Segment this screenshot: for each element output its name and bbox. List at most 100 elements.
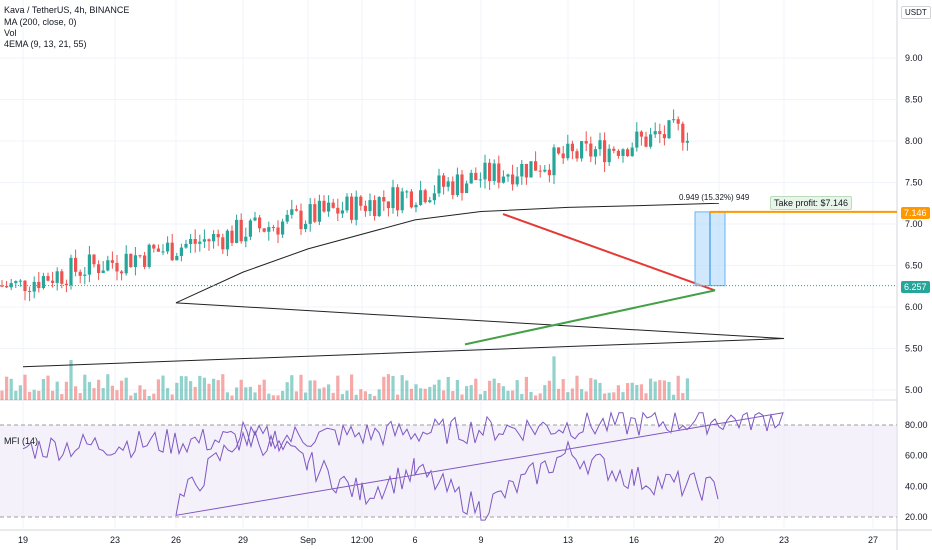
volume-bar: [46, 375, 50, 400]
candle: [244, 236, 248, 242]
volume-bar: [460, 394, 464, 400]
candle: [359, 196, 363, 206]
volume-bar: [465, 386, 469, 400]
volume-bar: [161, 375, 165, 400]
volume-bar: [419, 388, 423, 400]
volume-bar: [451, 391, 455, 400]
volume-bar: [662, 380, 666, 400]
candle: [465, 183, 469, 194]
volume-bar: [37, 390, 41, 400]
candle: [32, 281, 36, 292]
currency-label[interactable]: USDT: [901, 6, 931, 19]
candle: [221, 237, 225, 250]
volume-bar: [598, 382, 602, 400]
volume-bar: [9, 378, 13, 400]
candle: [534, 161, 538, 171]
x-tick-label: 12:00: [351, 535, 374, 545]
candle: [313, 204, 317, 222]
volume-bar: [143, 389, 147, 400]
volume-bar: [230, 395, 234, 400]
volume-bar: [285, 382, 289, 400]
candle: [593, 149, 597, 157]
ma200-line: [22, 202, 785, 368]
candle: [345, 196, 349, 211]
volume-bar: [612, 392, 616, 400]
candle: [101, 270, 105, 274]
candle: [515, 176, 519, 185]
volume-bar: [225, 392, 229, 400]
x-tick-label: 19: [18, 535, 28, 545]
candle: [14, 281, 18, 284]
volume-bar: [189, 381, 193, 400]
volume-bar: [501, 386, 505, 400]
candle: [304, 223, 308, 230]
candle: [281, 221, 285, 235]
candle: [391, 187, 395, 209]
candle: [161, 251, 165, 253]
candle: [474, 172, 478, 181]
volume-bar: [488, 380, 492, 400]
volume-bar: [147, 395, 151, 400]
x-tick-label: 9: [478, 535, 483, 545]
volume-bar: [106, 374, 110, 400]
y-tick-label: 7.00: [905, 219, 923, 229]
candle: [110, 260, 114, 263]
y-tick-label: 7.50: [905, 178, 923, 188]
vol-legend: Vol: [4, 28, 17, 38]
candle: [386, 201, 390, 209]
candle: [18, 280, 22, 282]
volume-bar: [32, 389, 36, 400]
x-tick-label: 16: [629, 535, 639, 545]
volume-bar: [432, 384, 436, 400]
volume-bar: [152, 393, 156, 400]
candle: [667, 120, 671, 139]
candle: [216, 234, 220, 238]
candle: [0, 285, 4, 287]
volume-bar: [308, 380, 312, 400]
volume-bar: [110, 385, 114, 400]
volume-bar: [87, 381, 91, 400]
volume-bar: [322, 387, 326, 400]
x-tick-label: 27: [868, 535, 878, 545]
volume-bar: [423, 388, 427, 400]
volume-bar: [446, 376, 450, 400]
candle: [543, 169, 547, 172]
candle: [143, 255, 147, 267]
candle: [336, 207, 340, 214]
candle: [193, 239, 197, 244]
candle: [630, 147, 634, 157]
candle: [147, 244, 151, 267]
candle: [262, 228, 266, 232]
candle: [129, 253, 133, 268]
volume-bar: [317, 388, 321, 400]
volume-bar: [621, 392, 625, 400]
candle: [616, 150, 620, 156]
candle: [368, 200, 372, 212]
volume-bar: [386, 374, 390, 400]
candle: [83, 274, 87, 276]
volume-bar: [635, 384, 639, 400]
candle: [170, 242, 174, 261]
volume-bar: [115, 390, 119, 400]
volume-bar: [538, 393, 542, 400]
volume-bar: [442, 390, 446, 400]
mfi-band-fill: [0, 425, 897, 517]
candle: [166, 242, 170, 252]
volume-bar: [69, 360, 73, 400]
volume-bar: [455, 379, 459, 400]
take-profit-label: Take profit: $7.146: [770, 196, 853, 210]
volume-bar: [327, 384, 331, 400]
candle: [529, 161, 533, 178]
volume-bar: [363, 391, 367, 400]
volume-bar: [373, 395, 377, 400]
candle: [524, 163, 528, 178]
candle: [612, 148, 616, 151]
candle: [285, 214, 289, 222]
candle: [501, 176, 505, 183]
candle: [350, 196, 354, 220]
volume-bar: [294, 391, 298, 400]
candle: [653, 131, 657, 135]
candle: [580, 141, 584, 159]
volume-bar: [281, 390, 285, 400]
